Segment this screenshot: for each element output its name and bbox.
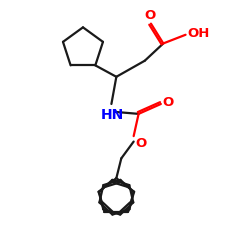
Text: HN: HN (100, 108, 124, 122)
Text: O: O (162, 96, 174, 109)
Text: OH: OH (187, 27, 210, 40)
Text: O: O (136, 137, 147, 150)
Text: O: O (144, 9, 155, 22)
